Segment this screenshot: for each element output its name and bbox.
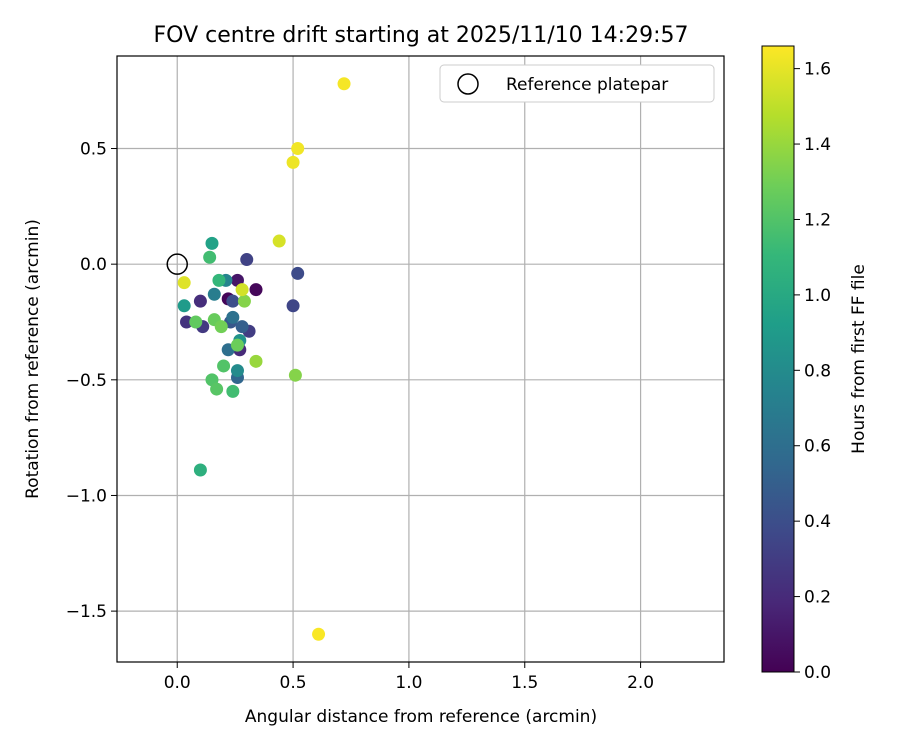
data-point xyxy=(203,250,217,264)
colorbar-tick-label: 0.0 xyxy=(804,663,831,683)
axis-ticks: 0.0 0.5 1.0 1.5 2.0 −1.5 −1.0 −0.5 0.0 0.5 xyxy=(66,140,654,693)
data-point xyxy=(180,315,194,329)
colorbar-label: Hours from first FF file xyxy=(849,264,869,454)
x-tick-label: 1.0 xyxy=(395,673,422,693)
colorbar-tick-label: 1.4 xyxy=(804,135,831,155)
x-axis-label: Angular distance from reference (arcmin) xyxy=(245,707,597,727)
data-point xyxy=(240,253,254,267)
y-tick-label: −1.0 xyxy=(66,486,107,506)
data-point xyxy=(272,234,286,248)
reference-layer xyxy=(166,253,188,275)
data-point xyxy=(237,294,251,308)
y-axis-label: Rotation from reference (arcmin) xyxy=(23,219,43,499)
data-point xyxy=(337,77,351,91)
data-point xyxy=(177,276,191,290)
legend-marker-icon xyxy=(457,73,479,95)
data-point xyxy=(217,359,231,373)
colorbar-tick-label: 1.2 xyxy=(804,210,831,230)
data-points xyxy=(177,77,351,641)
data-point xyxy=(249,354,263,368)
chart-title: FOV centre drift starting at 2025/11/10 … xyxy=(154,23,689,48)
legend-box xyxy=(439,64,715,103)
y-tick-label: −1.5 xyxy=(66,602,107,622)
data-point xyxy=(226,294,240,308)
data-point xyxy=(235,320,249,334)
data-point xyxy=(235,283,249,297)
data-point xyxy=(312,627,326,641)
x-tick-label: 0.5 xyxy=(280,673,307,693)
data-point xyxy=(291,142,305,156)
colorbar-tick-label: 1.0 xyxy=(804,286,831,306)
colorbar-tick-label: 0.4 xyxy=(804,512,831,532)
legend-label: Reference platepar xyxy=(506,75,668,95)
data-point xyxy=(291,266,305,280)
y-tick-label: 0.0 xyxy=(80,255,107,275)
data-point xyxy=(288,368,302,382)
data-point xyxy=(249,283,263,297)
reference-marker xyxy=(166,253,188,275)
legend: Reference platepar xyxy=(439,64,715,103)
x-tick-label: 1.5 xyxy=(511,673,538,693)
data-point xyxy=(210,382,224,396)
data-point xyxy=(177,299,191,313)
data-point xyxy=(189,315,203,329)
data-point xyxy=(207,287,221,301)
colorbar-tick-label: 0.6 xyxy=(804,437,831,457)
data-point xyxy=(193,294,207,308)
y-tick-label: −0.5 xyxy=(66,371,107,391)
data-point xyxy=(212,273,226,287)
data-point xyxy=(286,299,300,313)
colorbar-tick-label: 0.8 xyxy=(804,361,831,381)
plot-frame xyxy=(116,55,725,663)
colorbar-tick-label: 0.2 xyxy=(804,588,831,608)
data-point xyxy=(205,236,219,250)
data-point xyxy=(230,338,244,352)
data-point xyxy=(226,384,240,398)
x-tick-label: 2.0 xyxy=(627,673,654,693)
colorbar-ticks: 0.0 0.2 0.4 0.6 0.8 1.0 1.2 1.4 1.6 xyxy=(794,60,831,683)
colorbar xyxy=(761,45,795,673)
data-point xyxy=(226,310,240,324)
colorbar-tick-label: 1.6 xyxy=(804,60,831,80)
data-point xyxy=(230,364,244,378)
data-point xyxy=(193,463,207,477)
x-tick-label: 0.0 xyxy=(164,673,191,693)
data-point xyxy=(214,320,228,334)
y-tick-label: 0.5 xyxy=(80,140,107,160)
data-point xyxy=(286,155,300,169)
